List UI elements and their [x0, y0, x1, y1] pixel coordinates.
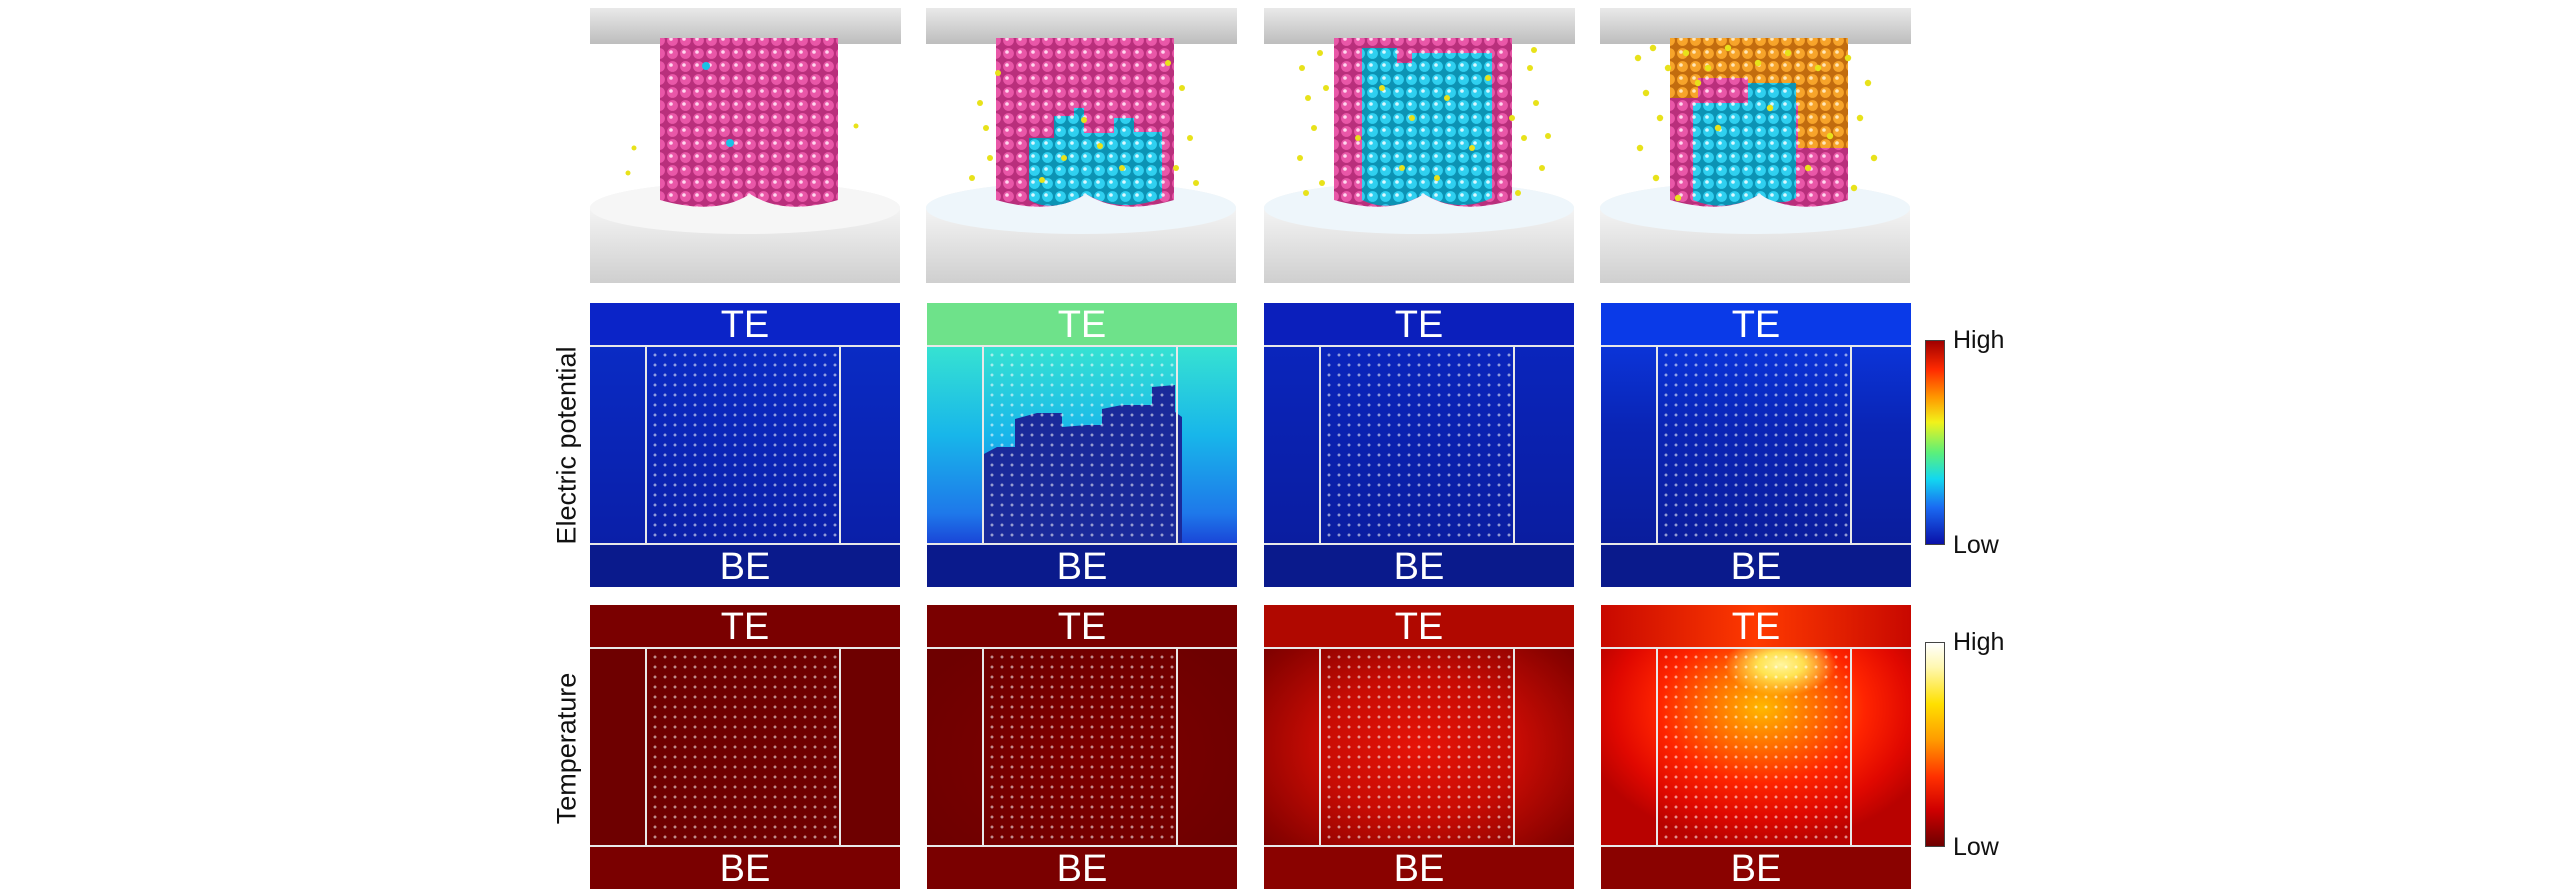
top-electrode-label: TE — [590, 605, 900, 649]
temperature-high-label: High — [1953, 628, 2005, 656]
temperature-map-stage-4: TE BE — [1601, 605, 1911, 889]
row-label-temperature: Temperature — [551, 672, 582, 825]
switching-cell — [1319, 347, 1515, 543]
temperature-colorbar — [1925, 642, 1945, 847]
switching-cell — [1656, 347, 1852, 543]
temperature-low-label: Low — [1953, 833, 1999, 861]
bottom-electrode-label: BE — [1601, 845, 1911, 889]
top-electrode-label: TE — [927, 605, 1237, 649]
potential-field — [1264, 347, 1574, 543]
temperature-map-stage-1: TE BE — [590, 605, 900, 889]
bottom-electrode-label: BE — [927, 543, 1237, 587]
bottom-electrode-label: BE — [927, 845, 1237, 889]
atom-render-stage-2 — [924, 8, 1239, 283]
row-label-electric-potential: Electric potential — [551, 346, 582, 545]
temperature-field — [1264, 649, 1574, 845]
potential-field — [590, 347, 900, 543]
bottom-electrode-label: BE — [1264, 845, 1574, 889]
atom-render-stage-3 — [1262, 8, 1577, 283]
potential-field — [927, 347, 1237, 543]
top-electrode-label: TE — [1264, 303, 1574, 347]
potential-map-stage-4: TE BE — [1601, 303, 1911, 587]
top-electrode-label: TE — [1601, 303, 1911, 347]
temperature-field — [590, 649, 900, 845]
temperature-map-stage-2: TE BE — [927, 605, 1237, 889]
potential-map-stage-3: TE BE — [1264, 303, 1574, 587]
bottom-electrode-label: BE — [1601, 543, 1911, 587]
top-electrode-label: TE — [1601, 605, 1911, 649]
top-electrode-label: TE — [590, 303, 900, 347]
temperature-field — [1601, 649, 1911, 845]
switching-cell — [982, 347, 1178, 543]
switching-cell — [1319, 649, 1515, 845]
potential-map-stage-2: TE BE — [927, 303, 1237, 587]
switching-cell — [645, 347, 841, 543]
bottom-electrode-label: BE — [1264, 543, 1574, 587]
potential-colorbar — [1925, 340, 1945, 545]
top-electrode-label: TE — [927, 303, 1237, 347]
switching-cell — [645, 649, 841, 845]
potential-field — [1601, 347, 1911, 543]
potential-high-label: High — [1953, 326, 2005, 354]
atom-render-stage-4 — [1598, 8, 1913, 283]
potential-map-stage-1: TE BE — [590, 303, 900, 587]
top-electrode-label: TE — [1264, 605, 1574, 649]
bottom-electrode-label: BE — [590, 543, 900, 587]
switching-cell — [1656, 649, 1852, 845]
bottom-electrode-label: BE — [590, 845, 900, 889]
potential-low-label: Low — [1953, 531, 1999, 559]
switching-cell — [982, 649, 1178, 845]
temperature-field — [927, 649, 1237, 845]
atom-render-stage-1 — [588, 8, 903, 283]
temperature-map-stage-3: TE BE — [1264, 605, 1574, 889]
